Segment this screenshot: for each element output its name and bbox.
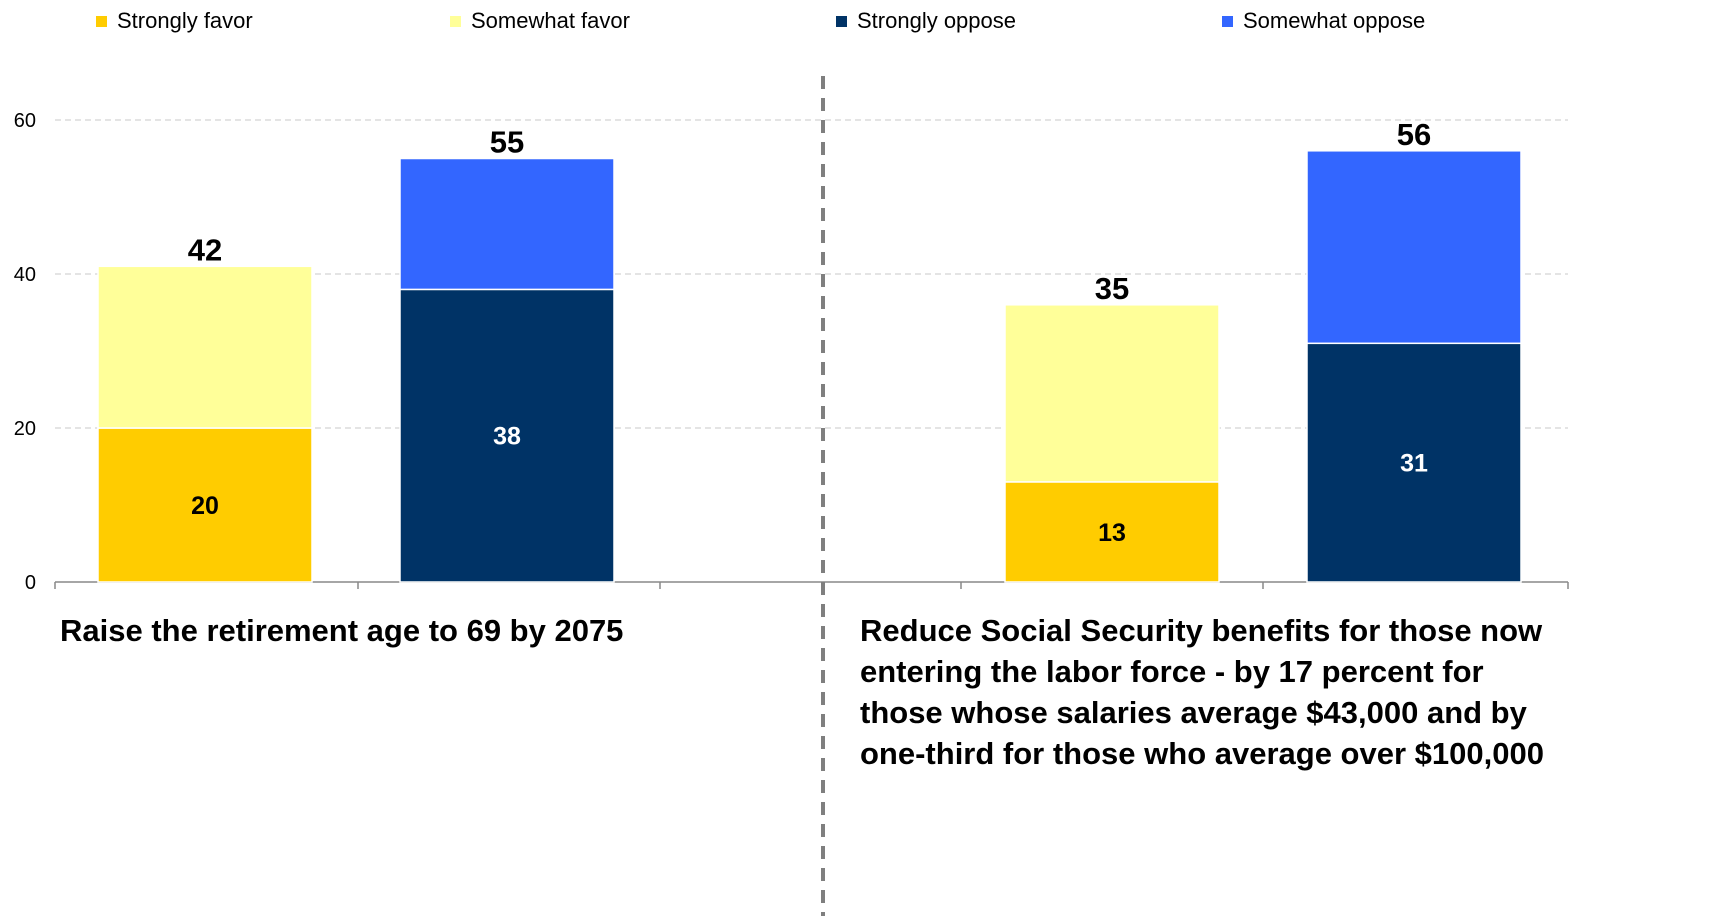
legend-item-strongly-oppose: Strongly oppose [836, 8, 1016, 34]
segment-data-label: 38 [493, 423, 521, 451]
segment-data-label: 13 [1098, 519, 1126, 547]
legend-swatch-somewhat-favor [450, 15, 461, 27]
y-tick-label: 40 [14, 264, 36, 286]
bar-segment [1004, 481, 1220, 583]
chart-legend: Strongly favor Somewhat favor Strongly o… [0, 0, 1719, 44]
bar-total-label: 56 [1397, 117, 1431, 152]
bar-segment [97, 265, 313, 429]
bar-segment [1004, 304, 1220, 483]
bar-segment [97, 427, 313, 583]
legend-label-somewhat-favor: Somewhat favor [471, 8, 630, 33]
category-label-retirement-age: Raise the retirement age to 69 by 2075 [60, 613, 624, 648]
legend-swatch-somewhat-oppose [1222, 15, 1233, 27]
legend-label-strongly-oppose: Strongly oppose [857, 8, 1016, 33]
bar-total-label: 42 [188, 232, 222, 267]
bar-segment [1306, 342, 1522, 583]
y-tick-label: 60 [14, 110, 36, 132]
bar-segment [399, 157, 615, 291]
bar-segment [1306, 150, 1522, 345]
legend-item-strongly-favor: Strongly favor [96, 8, 253, 34]
legend-item-somewhat-oppose: Somewhat oppose [1222, 8, 1425, 34]
bar-segment [399, 288, 615, 583]
y-tick-label: 0 [25, 572, 36, 594]
legend-label-somewhat-oppose: Somewhat oppose [1243, 8, 1426, 33]
legend-label-strongly-favor: Strongly favor [117, 8, 253, 33]
bar-total-label: 55 [490, 125, 524, 160]
legend-item-somewhat-favor: Somewhat favor [450, 8, 630, 34]
legend-swatch-strongly-oppose [836, 15, 847, 27]
segment-data-label: 31 [1400, 450, 1428, 478]
category-label-benefit-reduction: Reduce Social Security benefits for thos… [860, 613, 1544, 771]
segment-data-label: 20 [191, 492, 219, 520]
y-tick-label: 20 [14, 418, 36, 440]
legend-swatch-strongly-favor [96, 15, 107, 27]
bar-total-label: 35 [1095, 271, 1129, 306]
